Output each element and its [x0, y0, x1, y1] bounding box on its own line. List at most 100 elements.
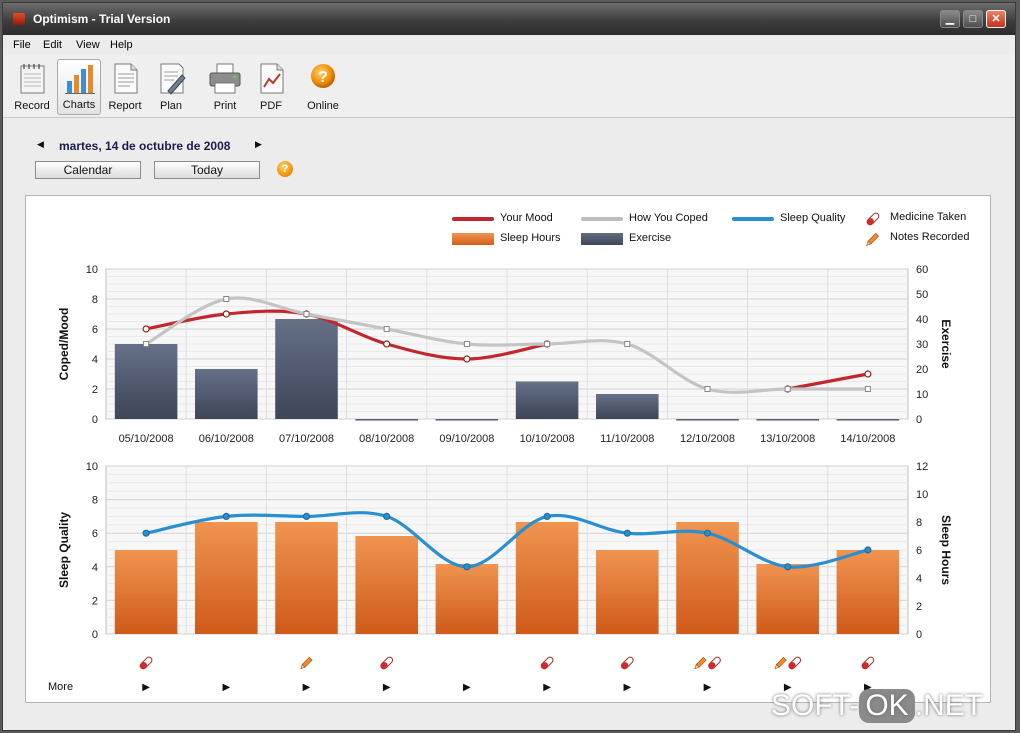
- more-arrow-button: ▶: [383, 682, 391, 693]
- report-label: Report: [108, 100, 142, 112]
- y-axis-label: Sleep Quality: [57, 512, 71, 588]
- pencil-icon: [774, 656, 787, 670]
- current-date: martes, 14 de octubre de 2008: [59, 139, 231, 153]
- pill-half: [862, 662, 869, 669]
- bar-chart-icon: [65, 65, 95, 94]
- bar: [836, 550, 900, 634]
- charts-button[interactable]: Charts: [57, 59, 101, 115]
- legend-label: Exercise: [629, 232, 672, 244]
- today-button[interactable]: Today: [154, 161, 260, 179]
- y2-tick-label: 12: [916, 461, 928, 473]
- y2-tick-label: 10: [916, 389, 928, 401]
- series-line: [144, 296, 870, 394]
- calendar-button[interactable]: Calendar: [35, 161, 141, 179]
- more-arrow-button: ▶: [623, 682, 631, 693]
- close-button[interactable]: ✕: [986, 10, 1006, 28]
- legend-swatch: [452, 217, 494, 221]
- charts-label: Charts: [62, 99, 96, 111]
- more-arrow-button: ▶: [543, 682, 551, 693]
- x-tick-label: 07/10/2008: [279, 433, 334, 445]
- report-icon: [114, 63, 138, 94]
- more-arrow-button: ▶: [784, 682, 792, 693]
- bar: [515, 381, 579, 419]
- pdf-icon: [260, 63, 284, 94]
- online-label: Online: [307, 100, 339, 112]
- menu-view[interactable]: View: [76, 39, 100, 51]
- pill-half: [788, 662, 796, 669]
- data-point: [222, 310, 230, 318]
- data-point: [143, 341, 150, 347]
- data-point: [623, 529, 631, 537]
- more-arrow-button: ▶: [864, 682, 872, 693]
- y-tick-label: 6: [92, 528, 98, 540]
- pencil-icon: [300, 656, 313, 670]
- y-tick-label: 6: [92, 324, 98, 336]
- pdf-button[interactable]: PDF: [249, 59, 293, 115]
- x-tick-label: 08/10/2008: [359, 433, 414, 445]
- bar: [515, 522, 579, 634]
- more-arrow-button: ▶: [142, 682, 150, 693]
- more-arrow-button: ▶: [704, 682, 712, 693]
- medicine-icon: [380, 656, 394, 670]
- y2-tick-label: 2: [916, 601, 922, 613]
- medicine-icon: [866, 212, 880, 226]
- bar: [114, 344, 178, 419]
- minimize-button[interactable]: ▁: [940, 10, 960, 28]
- data-point: [383, 326, 390, 332]
- data-point: [543, 512, 551, 520]
- legend-label: Your Mood: [500, 212, 553, 224]
- bar: [676, 419, 739, 421]
- record-button[interactable]: Record: [10, 59, 54, 115]
- medicine-icon: [540, 656, 554, 670]
- menu-edit[interactable]: Edit: [43, 39, 62, 51]
- bar: [756, 564, 819, 634]
- plan-button[interactable]: Plan: [149, 59, 193, 115]
- medicine-icon: [139, 656, 153, 670]
- report-button[interactable]: Report: [103, 59, 147, 115]
- pencil-tip: [774, 663, 780, 670]
- prev-day-button[interactable]: ◀: [37, 139, 44, 149]
- y-tick-label: 8: [92, 495, 98, 507]
- bar: [756, 419, 819, 421]
- plan-label: Plan: [159, 100, 183, 112]
- y2-axis-label: Exercise: [939, 319, 953, 369]
- y-tick-label: 0: [92, 414, 98, 426]
- x-tick-label: 10/10/2008: [520, 433, 575, 445]
- y-tick-label: 10: [86, 461, 98, 473]
- bar: [355, 419, 418, 421]
- data-point: [784, 386, 791, 392]
- y2-tick-label: 8: [916, 517, 922, 529]
- watermark: SOFT- OK .NET: [771, 689, 983, 729]
- medicine-icon: [861, 656, 875, 670]
- y-tick-label: 8: [92, 294, 98, 306]
- data-point: [624, 341, 631, 347]
- menu-file[interactable]: File: [13, 39, 31, 51]
- x-tick-label: 13/10/2008: [760, 433, 815, 445]
- next-day-button[interactable]: ▶: [255, 139, 262, 149]
- legend-swatch: [581, 233, 623, 245]
- online-button[interactable]: ? Online: [301, 59, 345, 115]
- pill-half: [708, 662, 716, 669]
- y2-tick-label: 60: [916, 264, 928, 276]
- data-point: [223, 296, 230, 302]
- y2-tick-label: 30: [916, 339, 928, 351]
- watermark-left: SOFT-: [771, 689, 860, 722]
- legend-label: Notes Recorded: [890, 231, 970, 243]
- series-line: [144, 309, 549, 361]
- help-icon[interactable]: ?: [277, 161, 293, 177]
- maximize-button[interactable]: □: [963, 10, 983, 28]
- data-point: [302, 512, 311, 520]
- chart-panel: Your Mood How You Coped Sleep Quality Me…: [25, 195, 991, 703]
- data-point: [704, 386, 711, 392]
- record-label: Record: [14, 100, 50, 112]
- legend-label: Medicine Taken: [890, 211, 967, 223]
- x-tick-label: 12/10/2008: [680, 433, 735, 445]
- menu-help[interactable]: Help: [110, 39, 133, 51]
- data-point: [383, 512, 391, 520]
- bar: [195, 369, 258, 419]
- data-point: [864, 370, 872, 378]
- print-button[interactable]: Print: [203, 59, 247, 115]
- bar: [676, 522, 739, 634]
- legend-label: Sleep Hours: [500, 232, 561, 244]
- y2-tick-label: 50: [916, 289, 928, 301]
